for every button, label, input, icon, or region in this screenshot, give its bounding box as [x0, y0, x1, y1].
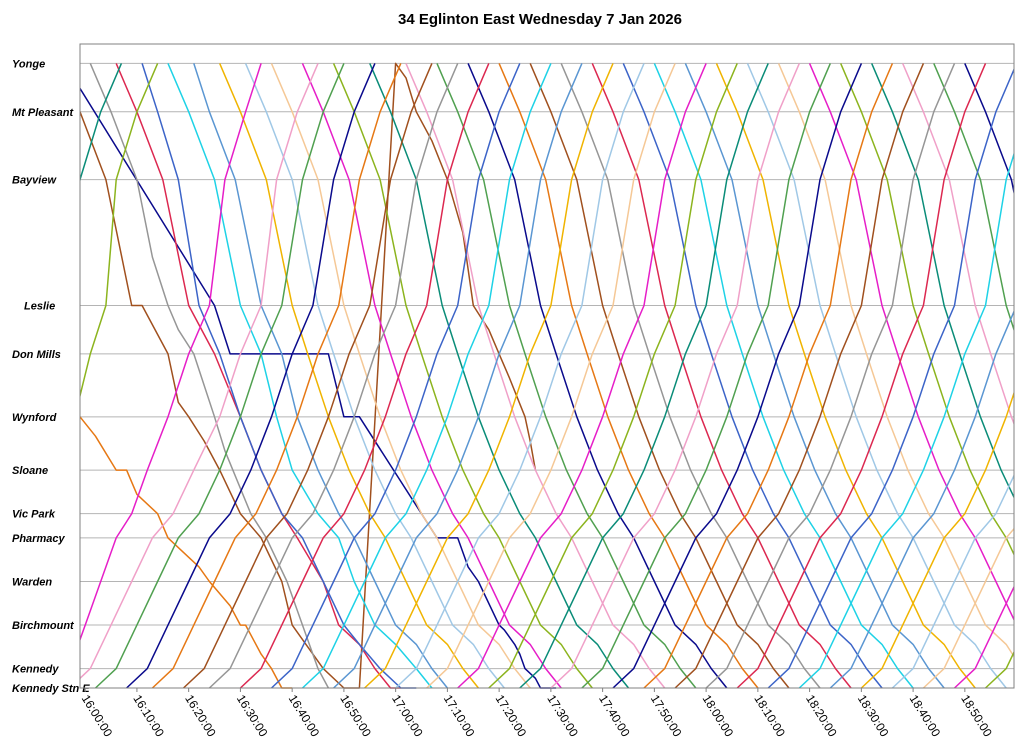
westbound-trip-line [333, 63, 583, 689]
eastbound-trip-line [808, 63, 1014, 622]
stop-label: Vic Park [12, 509, 56, 521]
westbound-trip-line [395, 63, 645, 689]
eastbound-trip-line [80, 416, 293, 689]
stop-label: Leslie [24, 300, 55, 312]
eastbound-trip-line [467, 63, 728, 689]
westbound-trip-line [182, 63, 433, 689]
eastbound-trip-line [746, 63, 1007, 689]
eastbound-trip-line [141, 63, 417, 689]
westbound-trip-line [519, 63, 769, 689]
westbound-trip-line [643, 63, 894, 689]
eastbound-trip-line [436, 63, 697, 689]
plot-frame [79, 43, 1015, 689]
westbound-trip-line [550, 63, 800, 689]
chart-title: 34 Eglinton East Wednesday 7 Jan 2026 [398, 11, 682, 28]
westbound-trip-line [426, 63, 676, 689]
stop-labels: Yonge Mt Pleasant Bayview Leslie Don Mills Wy… [12, 58, 90, 695]
westbound-trip-line [705, 63, 956, 689]
eastbound-trip-line [270, 63, 531, 689]
westbound-trip-line [151, 63, 402, 689]
eastbound-trip-line [684, 63, 945, 689]
eastbound-trip-line [560, 63, 821, 689]
westbound-trip-line [984, 650, 1014, 689]
westbound-trip-line [80, 63, 262, 642]
westbound-trip-line [80, 63, 159, 399]
westbound-trip-line [798, 151, 1014, 689]
eastbound-trip-line [840, 63, 1014, 557]
westbound-trip-line [674, 63, 925, 689]
stop-label: Warden [12, 576, 52, 588]
stop-label: Don Mills [12, 349, 61, 361]
eastbound-trip-line [405, 63, 666, 689]
eastbound-trip-line [219, 63, 479, 689]
eastbound-trip-line [871, 63, 1014, 500]
westbound-trip-line [457, 63, 707, 689]
eastbound-trip-line [777, 63, 1014, 658]
westbound-trip-line [364, 63, 614, 689]
westbound-trip-line [891, 473, 1014, 689]
westbound-trip-line [94, 63, 345, 689]
eastbound-trip-line [622, 63, 883, 689]
westbound-trip-line [80, 63, 123, 184]
westbound-trip-line [829, 309, 1014, 689]
eastbound-trip-line [591, 63, 852, 689]
westbound-trip-line [612, 63, 863, 689]
stop-label: Bayview [12, 175, 57, 187]
stop-label: Kennedy Stn E [12, 683, 90, 695]
westbound-trip-line [301, 63, 552, 689]
westbound-trip-line [80, 63, 319, 680]
stop-label: Birchmount [12, 620, 75, 632]
stop-label: Sloane [12, 465, 48, 477]
westbound-trip-line [953, 585, 1014, 689]
westbound-trip-line [736, 63, 987, 689]
stop-label: Pharmacy [12, 533, 65, 545]
stop-label: Kennedy [12, 664, 59, 676]
trip-lines [80, 62, 1014, 689]
eastbound-trip-line [89, 63, 330, 689]
eastbound-trip-line [332, 63, 593, 689]
eastbound-trip-line [301, 63, 562, 689]
westbound-trip-line [488, 63, 738, 689]
eastbound-trip-line [653, 63, 914, 689]
westbound-trip-line [922, 527, 1014, 689]
eastbound-trip-line [167, 63, 433, 689]
westbound-trip-line [767, 67, 1014, 689]
stop-label: Wynford [12, 412, 57, 424]
westbound-trip-line [239, 63, 490, 689]
eastbound-trip-line [80, 86, 557, 689]
westbound-trip-line [581, 63, 831, 689]
westbound-trip-line [126, 63, 376, 689]
stop-label: Yonge [12, 58, 45, 70]
westbound-trip-line [860, 390, 1014, 689]
eastbound-trip-line [933, 63, 1014, 333]
eastbound-trip-line [529, 63, 790, 689]
westbound-trip-line [208, 63, 459, 689]
eastbound-trip-line [498, 63, 759, 689]
eastbound-trip-line [193, 63, 448, 689]
eastbound-trip-line [902, 63, 1014, 426]
eastbound-trip-line [715, 63, 976, 689]
westbound-trip-line [270, 63, 521, 689]
stop-label: Mt Pleasant [12, 107, 74, 119]
